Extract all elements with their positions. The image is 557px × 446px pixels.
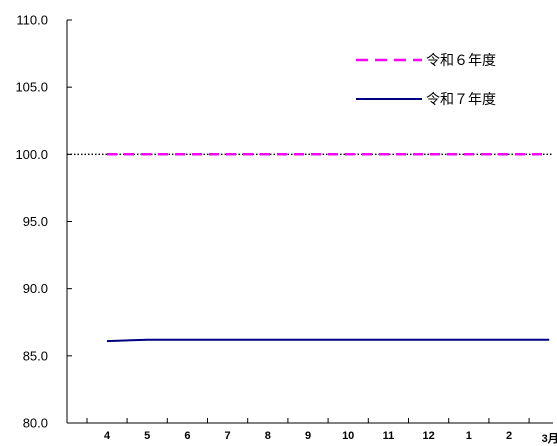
y-tick-label: 90.0 bbox=[23, 281, 48, 296]
y-tick-label: 95.0 bbox=[23, 214, 48, 229]
x-tick-label: 3月 bbox=[542, 432, 557, 445]
x-tick-label: 1 bbox=[466, 430, 472, 442]
y-tick-label: 85.0 bbox=[23, 348, 48, 363]
legend-label-1: 令和６年度 bbox=[426, 53, 496, 69]
x-tick-label: 4 bbox=[104, 430, 111, 442]
x-tick-label: 9 bbox=[305, 430, 311, 442]
y-tick-label: 110.0 bbox=[16, 13, 48, 28]
x-tick-label: 5 bbox=[144, 430, 150, 442]
x-tick-label: 12 bbox=[422, 430, 434, 442]
series-line-2 bbox=[106, 338, 550, 343]
x-tick-label: 11 bbox=[383, 430, 395, 442]
y-tick-label: 100.0 bbox=[15, 147, 48, 162]
x-axis: 4 5 6 7 8 9 10 11 12 1 2 3月 bbox=[67, 418, 557, 445]
x-tick-label: 10 bbox=[342, 430, 354, 442]
y-tick-label: 105.0 bbox=[15, 80, 48, 95]
x-tick-label: 8 bbox=[265, 430, 271, 442]
x-tick-label: 6 bbox=[184, 430, 190, 442]
x-tick-label: 2 bbox=[506, 430, 512, 442]
series-group bbox=[106, 153, 550, 343]
y-axis: 80.0 85.0 90.0 95.0 100.0 105.0 110.0 bbox=[15, 13, 72, 431]
y-tick-label: 80.0 bbox=[23, 416, 48, 431]
legend-label-2: 令和７年度 bbox=[426, 92, 496, 108]
x-tick-label: 7 bbox=[225, 430, 231, 442]
